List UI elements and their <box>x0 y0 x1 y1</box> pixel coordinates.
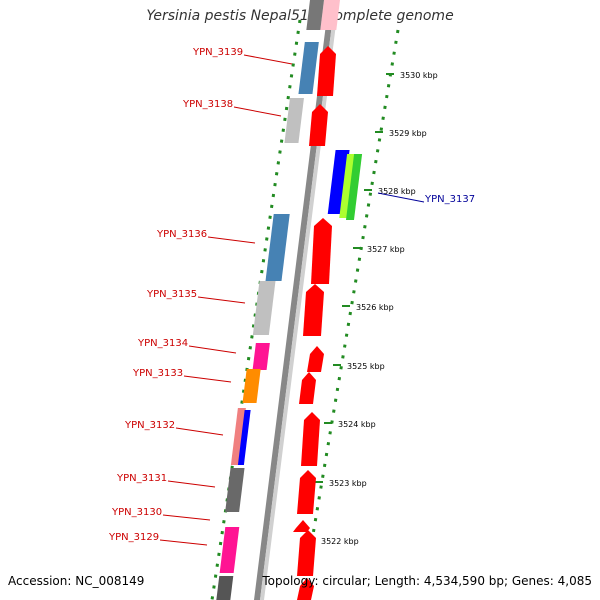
gene-label: YPN_3137 <box>424 194 475 205</box>
feature-arrow <box>297 530 316 576</box>
gene-label: YPN_3130 <box>111 507 162 518</box>
ruler-label: 3529 kbp <box>389 129 427 138</box>
feature-arrow <box>317 46 336 96</box>
accession-label: Accession: NC_008149 <box>8 574 145 588</box>
ruler-label: 3530 kbp <box>400 71 438 80</box>
ruler-label: 3523 kbp <box>329 479 367 488</box>
feature-arrow <box>307 346 324 372</box>
feature-box <box>345 154 363 220</box>
feature-arrow <box>301 412 320 466</box>
feature-box <box>252 343 270 370</box>
topology-info: Topology: circular; Length: 4,534,590 bp… <box>262 574 592 588</box>
ruler-label: 3525 kbp <box>347 362 385 371</box>
gene-label: YPN_3139 <box>192 47 243 58</box>
feature-arrow <box>293 520 310 532</box>
feature-box <box>320 0 340 30</box>
gene-label: YPN_3138 <box>182 99 233 110</box>
ruler-label: 3524 kbp <box>338 420 376 429</box>
ruler-label: 3522 kbp <box>321 537 359 546</box>
ruler-label: 3527 kbp <box>367 245 405 254</box>
gene-leader-line <box>243 54 293 65</box>
feature-box <box>252 281 276 335</box>
genome-backbone-shadow <box>260 0 339 600</box>
gene-leader-line <box>233 106 282 117</box>
feature-arrow <box>309 104 328 146</box>
gene-label: YPN_3129 <box>108 532 159 543</box>
feature-arrow <box>303 284 324 336</box>
feature-box <box>265 214 290 281</box>
feature-box <box>237 410 251 465</box>
feature-arrow <box>311 218 332 284</box>
ruler-label: 3528 kbp <box>378 187 416 196</box>
feature-box <box>230 408 246 465</box>
gene-label: YPN_3134 <box>137 338 188 349</box>
gene-label: YPN_3131 <box>116 473 167 484</box>
gene-leader-line <box>167 480 216 488</box>
gene-leader-line <box>377 192 425 203</box>
genome-title: Yersinia pestis Nepal516, complete genom… <box>146 8 454 24</box>
gene-leader-line <box>197 296 246 304</box>
feature-box <box>225 468 245 512</box>
ruler-label: 3526 kbp <box>356 303 394 312</box>
feature-arrow <box>297 470 316 514</box>
feature-box <box>327 150 350 214</box>
gene-label: YPN_3136 <box>156 229 207 240</box>
gene-label: YPN_3135 <box>146 289 197 300</box>
gene-label: YPN_3132 <box>124 420 175 431</box>
genome-backbone <box>254 0 335 600</box>
feature-arrow <box>299 372 316 404</box>
gene-leader-line <box>183 375 232 383</box>
feature-arrow <box>297 578 314 600</box>
gene-label: YPN_3133 <box>132 368 183 379</box>
feature-box <box>298 42 319 94</box>
feature-box <box>219 527 240 573</box>
feature-box <box>306 0 324 30</box>
feature-box <box>216 576 234 600</box>
gene-leader-line <box>162 514 211 521</box>
feature-box <box>339 154 356 218</box>
gene-leader-line <box>175 427 224 436</box>
feature-box <box>284 98 304 143</box>
feature-box <box>242 369 261 403</box>
gene-leader-line <box>188 345 237 354</box>
gene-leader-line <box>159 539 208 546</box>
gene-leader-line <box>207 236 256 244</box>
